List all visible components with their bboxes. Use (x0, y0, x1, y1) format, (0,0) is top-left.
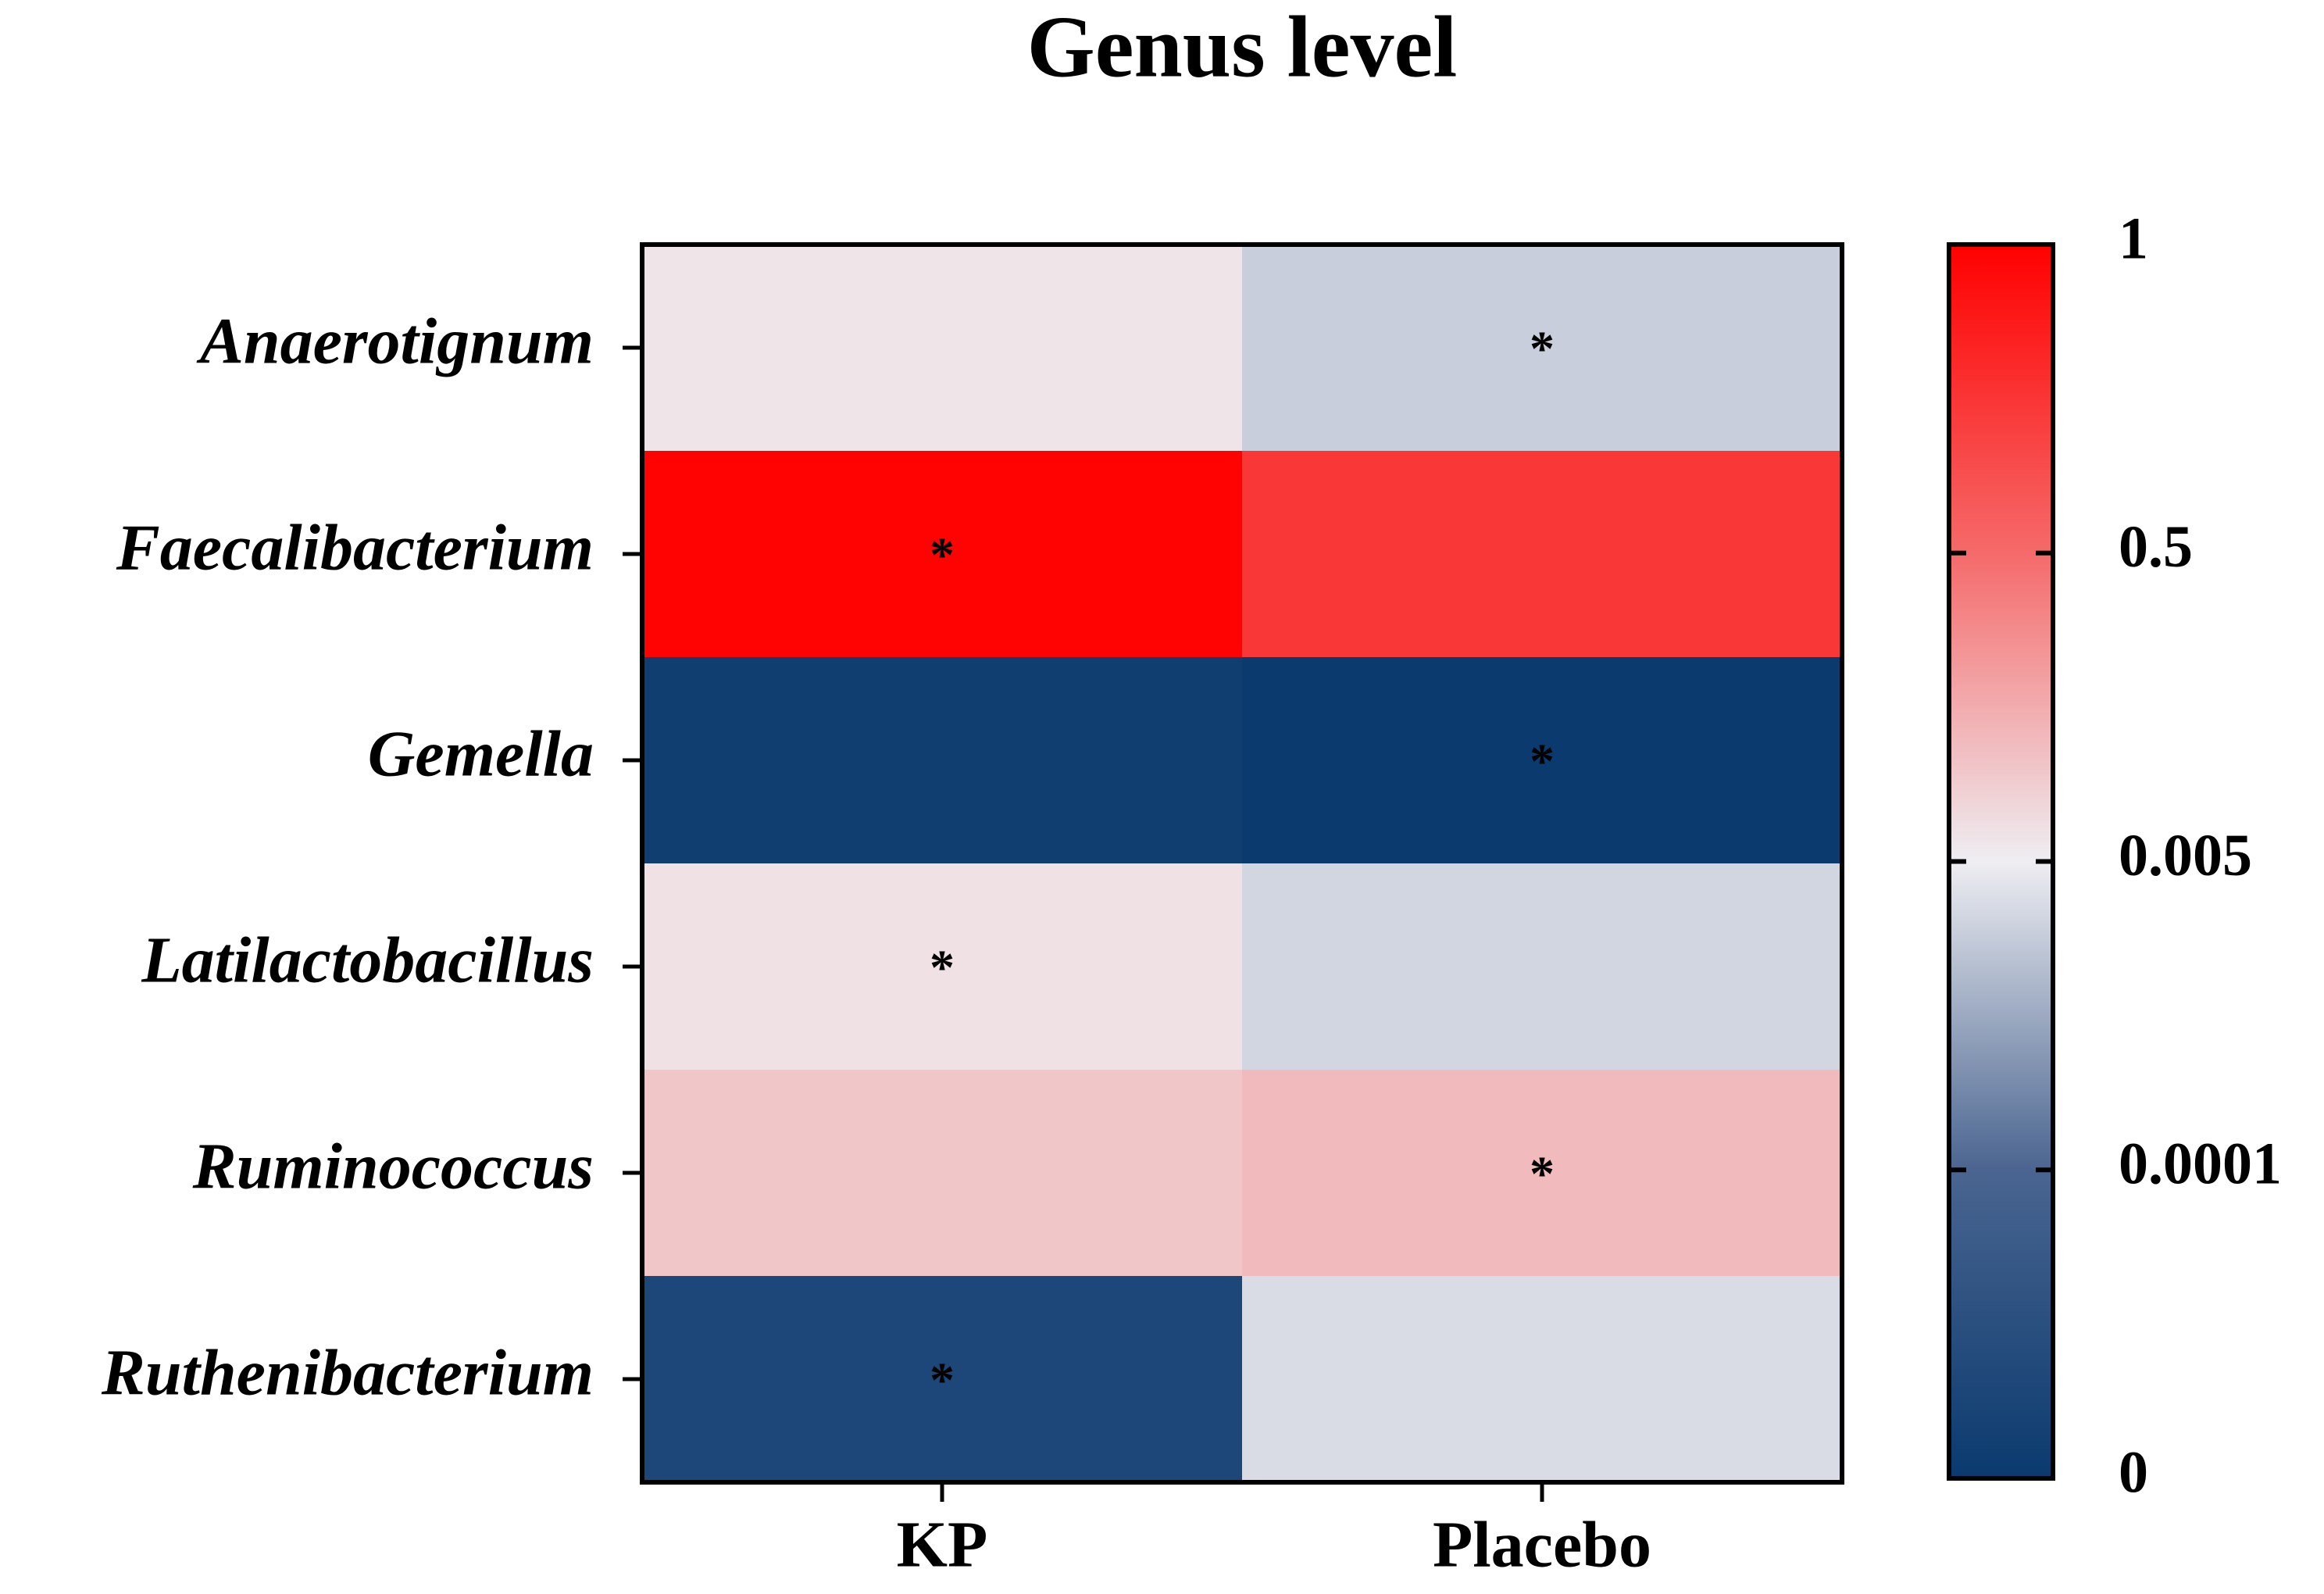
chart-title: Genus level (1027, 0, 1458, 96)
heat-cell (642, 1276, 1243, 1483)
heat-cell (1242, 245, 1843, 452)
row-label: Gemella (368, 717, 594, 790)
row-label: Ruthenibacterium (101, 1336, 594, 1409)
colorbar-tick-label: 0.5 (2119, 514, 2193, 580)
row-label: Latilactobacillus (141, 924, 594, 996)
colorbar-tick-label: 0.005 (2119, 823, 2252, 888)
row-label: Ruminococcus (192, 1130, 594, 1203)
row-label: Faecalibacterium (116, 511, 594, 584)
colorbar-tick-label: 0.0001 (2119, 1131, 2282, 1197)
heat-cell (642, 451, 1243, 658)
heat-cell (1242, 1276, 1843, 1483)
colorbar-tick-label: 1 (2119, 206, 2148, 271)
column-label: Placebo (1433, 1508, 1651, 1581)
column-label: KP (897, 1508, 988, 1581)
significance-mark: * (930, 1353, 955, 1408)
significance-mark: * (1530, 321, 1555, 377)
significance-mark: * (930, 940, 955, 995)
heat-cell (642, 245, 1243, 452)
significance-mark: * (1530, 734, 1555, 789)
significance-mark: * (930, 527, 955, 583)
heat-cell (1242, 1070, 1843, 1277)
heat-cell (642, 657, 1243, 864)
plot-frame (640, 242, 1844, 1485)
significance-mark: * (1530, 1146, 1555, 1202)
heat-cell (642, 863, 1243, 1070)
colorbar-tick-label: 0 (2119, 1439, 2148, 1505)
heat-cell (1242, 657, 1843, 864)
row-label: Anaerotignum (196, 305, 594, 377)
heat-cell (1242, 863, 1843, 1070)
heat-cell (1242, 451, 1843, 658)
heat-cell (642, 1070, 1243, 1277)
